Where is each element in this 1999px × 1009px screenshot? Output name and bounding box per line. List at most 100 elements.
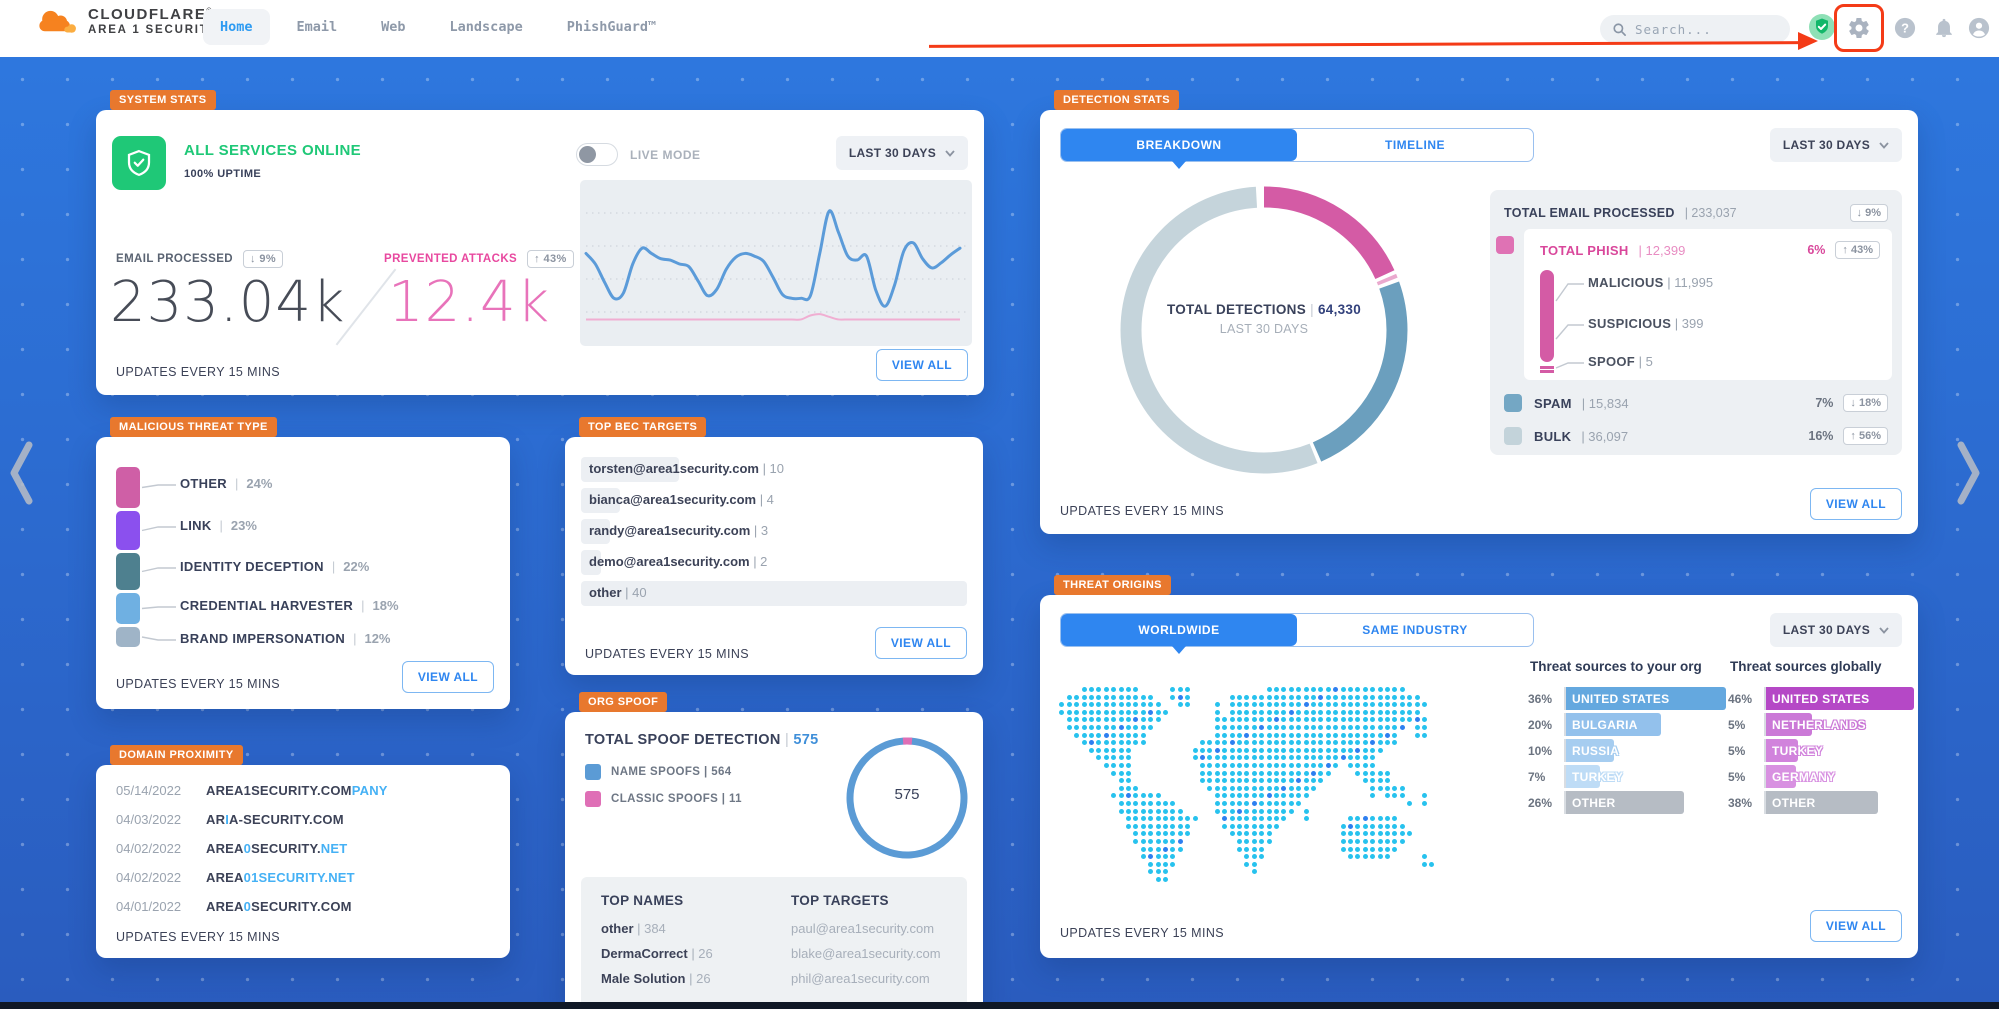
top-target-row: paul@area1security.com bbox=[791, 921, 935, 936]
phish-sub-row: MALICIOUS | 11,995 bbox=[1588, 275, 1714, 290]
origins-tab-worldwide[interactable]: WORLDWIDE bbox=[1061, 614, 1297, 654]
top-targets-title: TOP TARGETS bbox=[791, 893, 889, 908]
total-phish-label: TOTAL PHISH bbox=[1540, 242, 1629, 258]
donut-center-text: TOTAL DETECTIONS | 64,330 LAST 30 DAYS bbox=[1166, 302, 1362, 336]
nav-item-phishguard[interactable]: PhishGuard™ bbox=[566, 19, 657, 35]
range-dropdown[interactable]: LAST 30 DAYS bbox=[1769, 613, 1902, 647]
detection-tab-breakdown[interactable]: BREAKDOWN bbox=[1061, 129, 1297, 169]
detection-tab-timeline[interactable]: TIMELINE bbox=[1385, 138, 1445, 152]
detection-row-spam: SPAM | 15,834 7% ↓ 18% bbox=[1504, 394, 1888, 412]
chevron-down-icon bbox=[1879, 141, 1889, 149]
view-all-button[interactable]: VIEW ALL bbox=[1809, 488, 1902, 520]
threat-source-row: 38% OTHER bbox=[1728, 791, 1878, 814]
phish-legend-swatch bbox=[1496, 236, 1514, 254]
detection-row-bulk: BULK | 36,097 16% ↑ 56% bbox=[1504, 427, 1888, 445]
main-nav: Home Email Web Landscape PhishGuard™ bbox=[203, 9, 673, 45]
annotation-highlight-box bbox=[1834, 4, 1884, 52]
threat-type-row: CREDENTIAL HARVESTER | 18% bbox=[180, 598, 399, 613]
top-bec-targets-card: TOP BEC TARGETS torsten@area1security.co… bbox=[565, 417, 983, 675]
threat-source-row: 46% UNITED STATES bbox=[1728, 687, 1914, 710]
nav-item-web[interactable]: Web bbox=[381, 19, 406, 35]
threat-type-row: BRAND IMPERSONATION | 12% bbox=[180, 631, 391, 646]
connector-lines bbox=[1555, 283, 1584, 369]
bec-target-row[interactable]: randy@area1security.com | 3 bbox=[581, 519, 967, 544]
bec-target-row[interactable]: other | 40 bbox=[581, 581, 967, 606]
threat-segment-1 bbox=[116, 511, 140, 550]
bec-target-row[interactable]: bianca@area1security.com | 4 bbox=[581, 488, 967, 513]
updates-note: UPDATES EVERY 15 MINS bbox=[1060, 926, 1225, 940]
view-all-button[interactable]: VIEW ALL bbox=[401, 661, 494, 693]
card-tag: ORG SPOOF bbox=[579, 692, 668, 712]
updates-note: UPDATES EVERY 15 MINS bbox=[1060, 504, 1225, 518]
email-processed-delta-badge: ↓ 9% bbox=[242, 250, 284, 268]
live-mode-toggle[interactable] bbox=[576, 143, 618, 166]
cloud-logo-icon bbox=[39, 10, 76, 33]
threat-segment-0 bbox=[116, 467, 140, 508]
bell-icon[interactable] bbox=[1933, 17, 1955, 39]
domain-row[interactable]: 04/03/2022 ARIA-SECURITY.COM bbox=[116, 812, 344, 827]
origins-tab-same-industry[interactable]: SAME INDUSTRY bbox=[1362, 623, 1468, 637]
brand-name: CLOUDFLARE® bbox=[88, 7, 218, 24]
detection-breakdown-panel: TOTAL EMAIL PROCESSED | 233,037 ↓ 9% TOT… bbox=[1490, 190, 1902, 455]
detection-stats-card: DETECTION STATS BREAKDOWN TIMELINE LAST 3… bbox=[1040, 90, 1918, 534]
spoof-legend-item: NAME SPOOFS | 564 bbox=[585, 764, 732, 780]
domain-row[interactable]: 04/02/2022 AREA0SECURITY.NET bbox=[116, 841, 348, 856]
phish-badge: ↑ 43% bbox=[1835, 241, 1880, 259]
bottom-edge bbox=[0, 1002, 1999, 1009]
navbar: CLOUDFLARE® AREA 1 SECURITY Home Email Web… bbox=[0, 0, 1999, 57]
view-all-button[interactable]: VIEW ALL bbox=[875, 349, 968, 381]
updates-note: UPDATES EVERY 15 MINS bbox=[585, 647, 750, 661]
threat-type-row: OTHER | 24% bbox=[180, 476, 273, 491]
services-shield-icon bbox=[112, 136, 166, 190]
search-input[interactable] bbox=[1635, 21, 1765, 37]
card-tag: SYSTEM STATS bbox=[110, 90, 216, 110]
domain-proximity-card: DOMAIN PROXIMITY 05/14/2022 AREA1SECURITY… bbox=[96, 745, 510, 958]
total-email-label: TOTAL EMAIL PROCESSED bbox=[1504, 206, 1675, 220]
phish-bar bbox=[1540, 270, 1554, 362]
updates-note: UPDATES EVERY 15 MINS bbox=[116, 365, 281, 379]
phish-percent: 6% bbox=[1807, 243, 1826, 257]
prevented-attacks-label: PREVENTED ATTACKS bbox=[384, 253, 518, 265]
total-email-badge: ↓ 9% bbox=[1849, 204, 1888, 222]
threat-segment-3 bbox=[116, 593, 140, 624]
domain-row[interactable]: 04/02/2022 AREA01SECURITY.NET bbox=[116, 870, 355, 885]
domain-row[interactable]: 04/01/2022 AREA0SECURITY.COM bbox=[116, 899, 352, 914]
view-all-button[interactable]: VIEW ALL bbox=[874, 627, 967, 659]
bec-target-row[interactable]: demo@area1security.com | 2 bbox=[581, 550, 967, 575]
search-box[interactable] bbox=[1600, 15, 1790, 43]
gear-icon[interactable] bbox=[1847, 16, 1871, 40]
range-dropdown[interactable]: LAST 30 DAYS bbox=[835, 136, 968, 170]
account-icon[interactable] bbox=[1968, 17, 1990, 39]
malicious-threat-type-card: MALICIOUS THREAT TYPE OTHER | 24% LINK | 23% I… bbox=[96, 417, 510, 709]
bec-target-row[interactable]: torsten@area1security.com | 10 bbox=[581, 457, 967, 482]
phish-sub-row: SPOOF | 5 bbox=[1588, 354, 1653, 369]
chevron-left-icon[interactable] bbox=[6, 438, 36, 508]
range-dropdown[interactable]: LAST 30 DAYS bbox=[1769, 128, 1902, 162]
cloudflare-logo[interactable]: CLOUDFLARE® AREA 1 SECURITY bbox=[32, 6, 218, 38]
top-name-row: Male Solution | 26 bbox=[601, 971, 711, 986]
threat-origin-tabs: WORLDWIDE SAME INDUSTRY bbox=[1060, 613, 1534, 654]
chevron-down-icon bbox=[945, 149, 955, 157]
phish-detail-card: TOTAL PHISH | 12,399 6% ↑ 43% MALICIOUS … bbox=[1524, 229, 1892, 380]
nav-item-home[interactable]: Home bbox=[203, 9, 270, 45]
spoof-detail-panel: TOP NAMES TOP TARGETS other | 384 DermaCo… bbox=[581, 877, 967, 1009]
system-stats-card: SYSTEM STATS ALL SERVICES ONLINE 100% UP… bbox=[96, 90, 984, 395]
nav-item-email[interactable]: Email bbox=[296, 19, 338, 35]
uptime-label: 100% UPTIME bbox=[184, 168, 262, 180]
prevented-attacks-value: 12.4k bbox=[388, 270, 551, 335]
help-icon[interactable]: ? bbox=[1894, 17, 1916, 39]
updates-note: UPDATES EVERY 15 MINS bbox=[116, 677, 281, 691]
top-target-row: blake@area1security.com bbox=[791, 946, 941, 961]
world-map-dotted bbox=[1052, 687, 1472, 899]
view-all-button[interactable]: VIEW ALL bbox=[1809, 910, 1902, 942]
card-tag: MALICIOUS THREAT TYPE bbox=[110, 417, 277, 437]
threat-source-row: 20% BULGARIA bbox=[1528, 713, 1661, 736]
nav-item-landscape[interactable]: Landscape bbox=[449, 19, 523, 35]
chevron-right-icon[interactable] bbox=[1954, 438, 1984, 508]
threat-origins-card: THREAT ORIGINS WORLDWIDE SAME INDUSTRY LA… bbox=[1040, 575, 1918, 958]
card-tag: THREAT ORIGINS bbox=[1054, 575, 1171, 595]
domain-row[interactable]: 05/14/2022 AREA1SECURITY.COMPANY bbox=[116, 783, 388, 798]
top-target-row: phil@area1security.com bbox=[791, 971, 930, 986]
threat-source-row: 36% UNITED STATES bbox=[1528, 687, 1726, 710]
brand-subtitle: AREA 1 SECURITY bbox=[88, 23, 219, 36]
